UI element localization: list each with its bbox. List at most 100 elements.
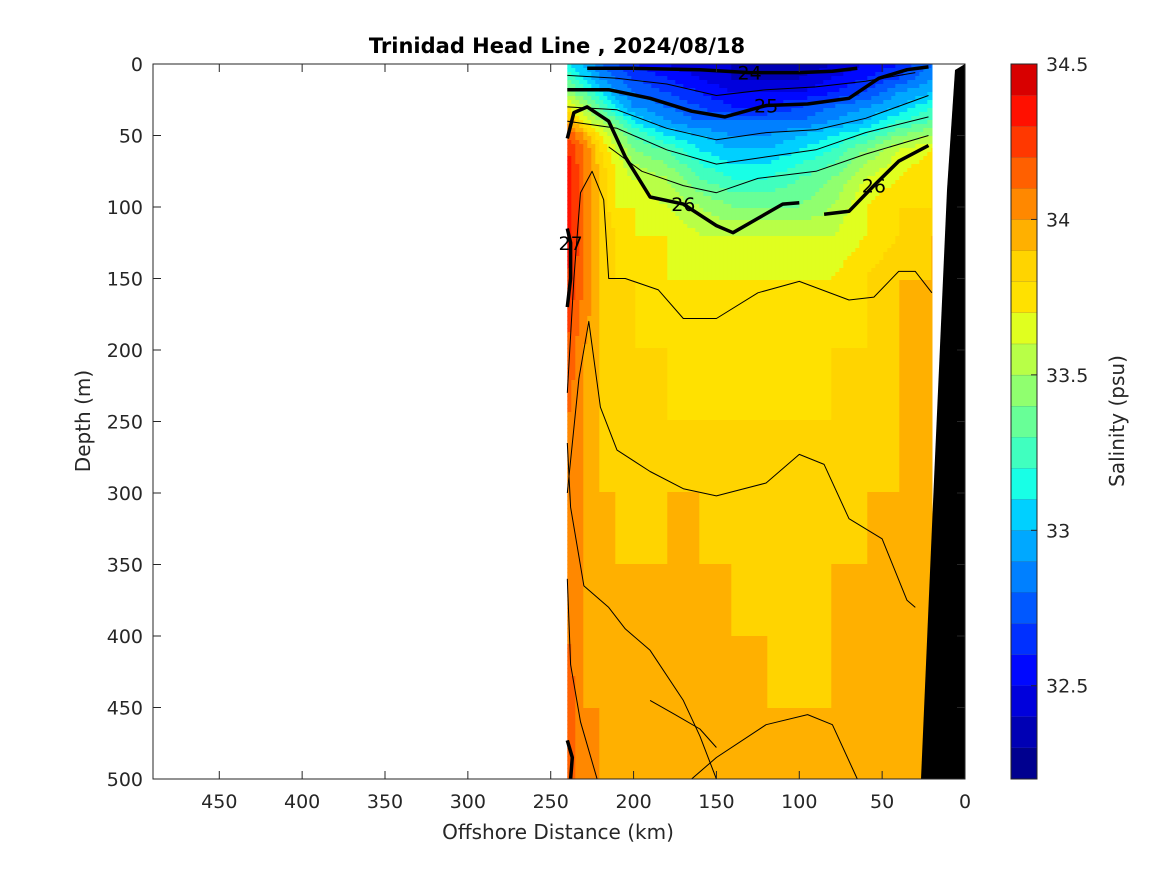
- heatmap-cell: [731, 144, 736, 149]
- heatmap-cell: [695, 252, 700, 257]
- heatmap-cell: [675, 268, 680, 273]
- heatmap-cell: [895, 244, 900, 249]
- heatmap-cell: [759, 256, 764, 261]
- heatmap-cell: [763, 248, 768, 253]
- heatmap-cell: [587, 268, 592, 273]
- heatmap-cell: [895, 148, 900, 153]
- heatmap-cell: [891, 260, 896, 265]
- heatmap-cell: [795, 120, 800, 125]
- heatmap-cell: [707, 208, 712, 213]
- heatmap-cell: [847, 220, 852, 225]
- heatmap-cell: [599, 188, 604, 193]
- heatmap-cell: [771, 68, 776, 73]
- heatmap-cell: [627, 116, 632, 121]
- heatmap-cell: [623, 80, 628, 85]
- heatmap-cell: [587, 252, 592, 257]
- heatmap-cell: [823, 232, 828, 237]
- heatmap-cell: [671, 276, 676, 281]
- heatmap-cell: [651, 144, 656, 149]
- heatmap-cell: [763, 232, 768, 237]
- heatmap-cell: [651, 184, 656, 189]
- heatmap-cell: [743, 176, 748, 181]
- heatmap-cell: [791, 100, 796, 105]
- heatmap-cell: [647, 204, 652, 209]
- heatmap-cell: [871, 160, 876, 165]
- heatmap-cell: [579, 68, 584, 73]
- heatmap-cell: [843, 176, 848, 181]
- heatmap-cell: [739, 112, 744, 117]
- heatmap-cell: [751, 172, 756, 177]
- heatmap-cell: [779, 112, 784, 117]
- heatmap-cell: [759, 124, 764, 129]
- heatmap-cell: [763, 80, 768, 85]
- heatmap-cell: [803, 136, 808, 141]
- heatmap-cell: [743, 112, 748, 117]
- heatmap-cell: [731, 244, 736, 249]
- heatmap-cell: [711, 176, 716, 181]
- heatmap-cell: [847, 64, 852, 69]
- heatmap-cell: [771, 252, 776, 257]
- heatmap-cell: [919, 196, 924, 201]
- heatmap-cell: [927, 140, 932, 145]
- heatmap-cell: [683, 96, 688, 101]
- heatmap-cell: [767, 224, 772, 229]
- heatmap-cell: [871, 240, 876, 245]
- heatmap-cell: [763, 200, 768, 205]
- heatmap-cell: [779, 68, 784, 73]
- heatmap-cell: [875, 124, 880, 129]
- heatmap-cell: [839, 192, 844, 197]
- heatmap-cell: [595, 152, 600, 157]
- heatmap-cell: [619, 116, 624, 121]
- heatmap-cell: [739, 152, 744, 157]
- heatmap-cell: [591, 156, 596, 161]
- heatmap-cell: [651, 76, 656, 81]
- heatmap-cell: [663, 244, 668, 249]
- heatmap-cell: [663, 140, 668, 145]
- heatmap-cell: [583, 184, 588, 189]
- heatmap-cell: [891, 160, 896, 165]
- heatmap-cell: [743, 220, 748, 225]
- heatmap-cell: [903, 80, 908, 85]
- heatmap-cell: [647, 144, 652, 149]
- heatmap-cell: [599, 108, 604, 113]
- heatmap-cell: [627, 260, 632, 265]
- heatmap-cell: [903, 112, 908, 117]
- heatmap-cell: [927, 76, 932, 81]
- heatmap-cell: [651, 220, 656, 225]
- heatmap-cell: [627, 220, 632, 225]
- heatmap-cell: [859, 116, 864, 121]
- heatmap-cell: [819, 72, 824, 77]
- heatmap-cell: [767, 152, 772, 157]
- heatmap-cell: [743, 172, 748, 177]
- heatmap-cell: [895, 140, 900, 145]
- heatmap-cell: [667, 88, 672, 93]
- heatmap-cell: [635, 212, 640, 217]
- heatmap-cell: [863, 132, 868, 137]
- heatmap-cell: [807, 236, 812, 241]
- heatmap-cell: [611, 140, 616, 145]
- heatmap-cell: [747, 116, 752, 121]
- heatmap-cell: [663, 104, 668, 109]
- heatmap-cell: [647, 176, 652, 181]
- heatmap-cell: [631, 140, 636, 145]
- heatmap-cell: [831, 140, 836, 145]
- heatmap-cell: [899, 228, 904, 233]
- heatmap-cell: [623, 240, 628, 245]
- heatmap-cell: [583, 100, 588, 105]
- heatmap-cell: [631, 132, 636, 137]
- heatmap-cell: [779, 272, 784, 277]
- heatmap-cell: [579, 120, 584, 125]
- heatmap-cell: [687, 272, 692, 277]
- heatmap-cell: [767, 148, 772, 153]
- heatmap-cell: [775, 200, 780, 205]
- heatmap-cell: [923, 264, 928, 269]
- heatmap-cell: [823, 156, 828, 161]
- heatmap-cell: [827, 148, 832, 153]
- heatmap-cell: [883, 156, 888, 161]
- heatmap-cell: [707, 148, 712, 153]
- heatmap-cell: [851, 88, 856, 93]
- heatmap-cell: [775, 112, 780, 117]
- heatmap-cell: [767, 156, 772, 161]
- heatmap-cell: [759, 136, 764, 141]
- heatmap-cell: [767, 64, 772, 69]
